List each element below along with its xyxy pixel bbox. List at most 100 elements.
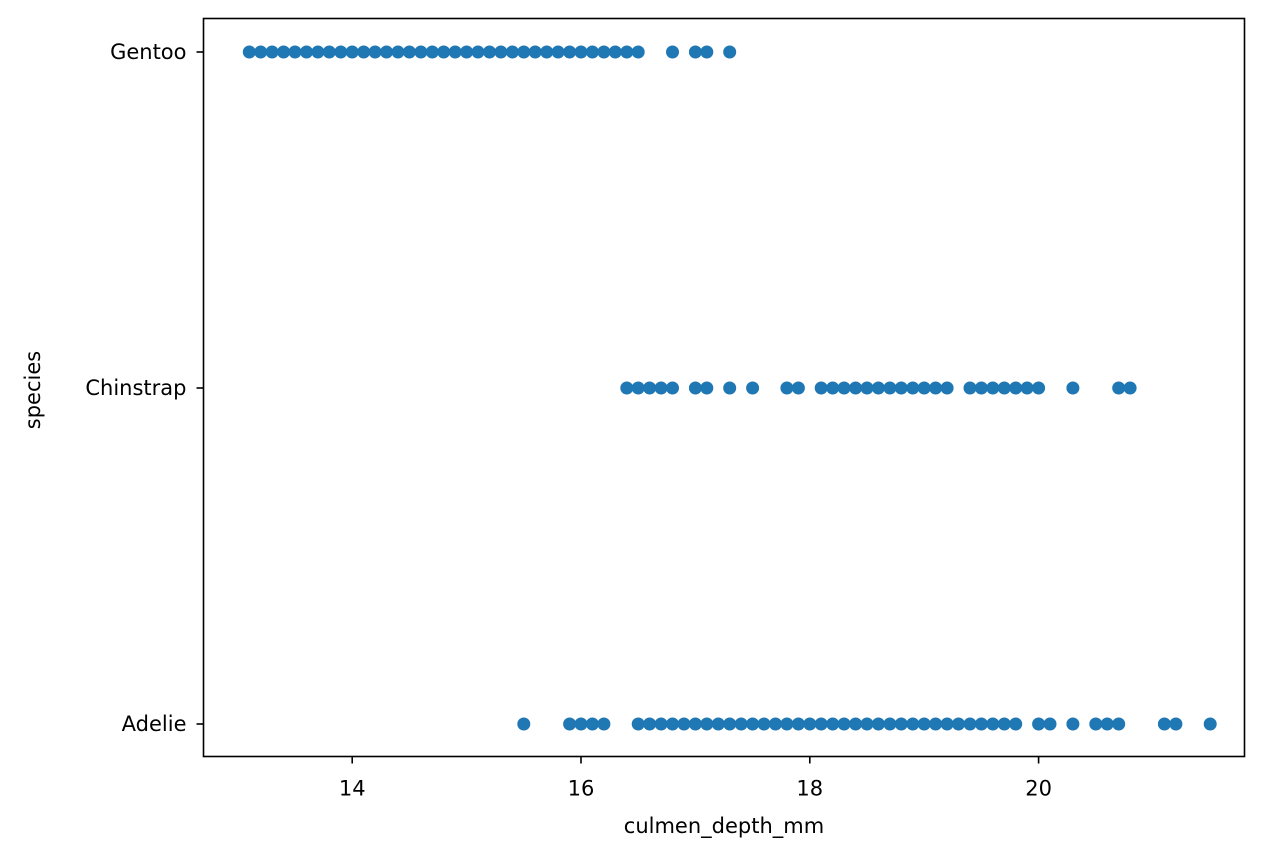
- data-point-adelie: [643, 717, 657, 731]
- data-point-gentoo: [288, 45, 302, 59]
- data-point-adelie: [631, 717, 645, 731]
- data-point-gentoo: [608, 45, 622, 59]
- data-point-gentoo: [551, 45, 565, 59]
- data-point-adelie: [1169, 717, 1183, 731]
- data-point-chinstrap: [643, 381, 657, 395]
- data-point-adelie: [826, 717, 840, 731]
- data-point-adelie: [1157, 717, 1171, 731]
- data-point-gentoo: [494, 45, 508, 59]
- data-point-adelie: [997, 717, 1011, 731]
- x-tick-label: 18: [796, 777, 823, 801]
- data-point-adelie: [654, 717, 668, 731]
- data-point-gentoo: [311, 45, 325, 59]
- data-point-adelie: [906, 717, 920, 731]
- data-point-gentoo: [597, 45, 611, 59]
- data-point-chinstrap: [631, 381, 645, 395]
- data-point-chinstrap: [688, 381, 702, 395]
- data-point-adelie: [723, 717, 737, 731]
- data-point-adelie: [849, 717, 863, 731]
- data-point-gentoo: [380, 45, 393, 59]
- data-points: [242, 45, 1217, 731]
- data-point-adelie: [700, 717, 714, 731]
- data-point-chinstrap: [917, 381, 931, 395]
- data-point-adelie: [974, 717, 988, 731]
- data-point-adelie: [917, 717, 931, 731]
- data-point-adelie: [803, 717, 817, 731]
- data-point-chinstrap: [997, 381, 1011, 395]
- data-point-gentoo: [448, 45, 462, 59]
- data-point-chinstrap: [871, 381, 885, 395]
- data-point-adelie: [894, 717, 908, 731]
- data-point-gentoo: [517, 45, 531, 59]
- data-point-chinstrap: [700, 381, 714, 395]
- data-point-gentoo: [723, 45, 737, 59]
- data-point-adelie: [1100, 717, 1114, 731]
- data-point-chinstrap: [723, 381, 737, 395]
- data-point-chinstrap: [814, 381, 828, 395]
- data-point-chinstrap: [860, 381, 874, 395]
- data-point-gentoo: [585, 45, 599, 59]
- data-point-adelie: [734, 717, 748, 731]
- x-tick-label: 14: [339, 777, 366, 801]
- data-point-adelie: [791, 717, 805, 731]
- data-point-chinstrap: [780, 381, 794, 395]
- data-point-gentoo: [574, 45, 588, 59]
- data-point-chinstrap: [894, 381, 908, 395]
- y-axis-label: species: [21, 351, 45, 429]
- data-point-adelie: [1043, 717, 1057, 731]
- data-point-adelie: [597, 717, 611, 731]
- y-tick-label: Gentoo: [110, 40, 186, 64]
- data-point-gentoo: [563, 45, 577, 59]
- data-point-gentoo: [528, 45, 542, 59]
- x-axis: 14 16 18 20: [339, 756, 1052, 801]
- data-point-chinstrap: [654, 381, 668, 395]
- data-point-gentoo: [425, 45, 439, 59]
- data-point-chinstrap: [1009, 381, 1023, 395]
- data-point-gentoo: [300, 45, 313, 59]
- data-point-chinstrap: [940, 381, 954, 395]
- data-point-gentoo: [334, 45, 348, 59]
- data-point-adelie: [963, 717, 977, 731]
- data-point-adelie: [769, 717, 782, 731]
- data-point-gentoo: [265, 45, 279, 59]
- data-point-gentoo: [254, 45, 268, 59]
- data-point-chinstrap: [1112, 381, 1126, 395]
- data-point-gentoo: [402, 45, 416, 59]
- data-point-gentoo: [471, 45, 485, 59]
- data-point-adelie: [1066, 717, 1080, 731]
- data-point-adelie: [688, 717, 702, 731]
- data-point-gentoo: [540, 45, 554, 59]
- data-point-chinstrap: [883, 381, 897, 395]
- data-point-gentoo: [483, 45, 496, 59]
- data-point-gentoo: [700, 45, 714, 59]
- data-point-gentoo: [505, 45, 519, 59]
- data-point-gentoo: [688, 45, 702, 59]
- data-point-adelie: [814, 717, 828, 731]
- data-point-gentoo: [368, 45, 382, 59]
- data-point-chinstrap: [826, 381, 840, 395]
- data-point-gentoo: [620, 45, 634, 59]
- data-point-adelie: [666, 717, 679, 731]
- data-point-adelie: [757, 717, 771, 731]
- data-point-gentoo: [357, 45, 371, 59]
- data-point-gentoo: [391, 45, 405, 59]
- data-point-gentoo: [437, 45, 451, 59]
- data-point-adelie: [1032, 717, 1046, 731]
- data-point-chinstrap: [620, 381, 634, 395]
- y-tick-label: Chinstrap: [85, 376, 186, 400]
- data-point-adelie: [517, 717, 531, 731]
- data-point-gentoo: [414, 45, 428, 59]
- x-tick-label: 16: [568, 777, 595, 801]
- x-tick-label: 20: [1025, 777, 1052, 801]
- data-point-adelie: [883, 717, 897, 731]
- data-point-chinstrap: [906, 381, 920, 395]
- data-point-chinstrap: [1123, 381, 1137, 395]
- data-point-chinstrap: [791, 381, 805, 395]
- data-point-adelie: [952, 717, 965, 731]
- data-point-adelie: [711, 717, 725, 731]
- data-point-adelie: [563, 717, 577, 731]
- data-point-adelie: [929, 717, 943, 731]
- data-point-chinstrap: [929, 381, 943, 395]
- data-point-adelie: [860, 717, 874, 731]
